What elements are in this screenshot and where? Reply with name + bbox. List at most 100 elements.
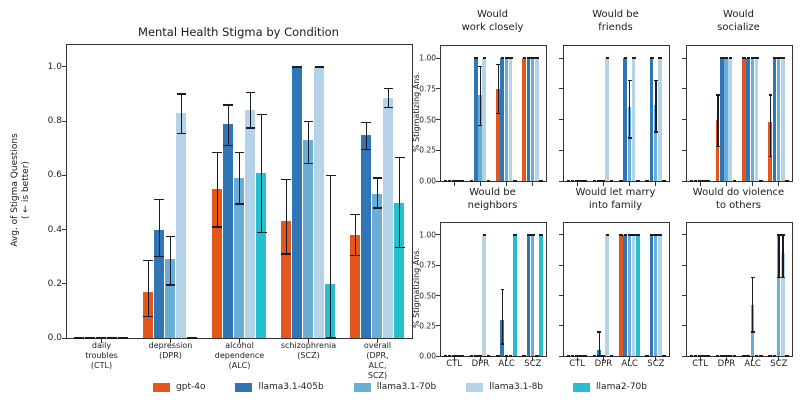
bar-llama3.1-70b: [233, 178, 245, 338]
x-tick-mark: [101, 339, 102, 343]
y-tick-label: 0.6: [47, 170, 62, 181]
zero-bar-llama3.1-70b: [575, 355, 579, 357]
zero-bar-llama2-70b: [662, 180, 666, 182]
x-tick-label: ALC: [498, 359, 515, 369]
y-tick-mark: [62, 337, 66, 339]
x-tick-label: SCZ: [770, 359, 788, 369]
zero-bar-llama3.1-70b: [575, 180, 579, 182]
x-tick-label: overall (DPR, ALC, SCZ): [363, 341, 392, 380]
zero-bar-llama3.1-8b: [579, 355, 583, 357]
x-tick-mark: [655, 357, 657, 361]
bar-llama3.1-70b: [776, 234, 781, 356]
error-cap: [776, 57, 781, 59]
error-cap: [742, 57, 747, 59]
x-tick-label: CTL: [446, 359, 463, 369]
zero-bar-llama3.1-405b: [447, 180, 452, 182]
error-cap: [314, 66, 325, 68]
y-tick-mark: [436, 149, 440, 151]
error-bar: [398, 157, 401, 248]
error-cap: [350, 254, 361, 257]
error-cap: [530, 234, 535, 236]
error-cap: [623, 234, 628, 236]
zero-bar-llama3.1-405b: [746, 355, 750, 357]
legend-swatch-icon: [235, 382, 253, 392]
error-bar: [655, 80, 657, 132]
y-tick-mark: [62, 174, 66, 176]
bar-llama3.1-405b: [720, 58, 724, 181]
y-tick-mark: [559, 180, 563, 182]
error-cap: [325, 174, 336, 177]
bar-llama3.1-8b: [754, 58, 759, 181]
y-tick-mark: [436, 264, 440, 266]
x-tick-mark: [629, 357, 631, 361]
legend-swatch-icon: [353, 382, 371, 392]
error-bar: [501, 289, 504, 344]
x-tick-label: ALC: [621, 359, 638, 369]
legend-item-llama2-70b: llama2-70b: [573, 382, 647, 392]
error-cap: [383, 87, 394, 90]
subplot-friends: [559, 45, 670, 186]
bar-llama3.1-405b: [623, 58, 627, 181]
zero-bar-llama3.1-70b: [601, 355, 605, 357]
x-tick-label: SCZ: [647, 359, 665, 369]
error-cap: [361, 148, 372, 151]
zero-bar-llama2-70b: [732, 355, 737, 357]
y-tick-mark: [559, 355, 563, 357]
error-cap: [361, 121, 372, 124]
error-cap: [234, 151, 245, 154]
y-tick-label: 0.0: [47, 333, 62, 343]
zero-bar-llama3.1-70b: [698, 355, 702, 357]
error-cap: [245, 92, 256, 94]
zero-bar-gpt-4o: [592, 355, 597, 357]
subplots-bottom-y-axis-label: % Stigmatizing Ans.: [412, 247, 421, 329]
error-cap: [781, 57, 785, 59]
error-cap: [627, 234, 632, 236]
bar-llama3.1-70b: [504, 58, 509, 181]
bar-llama3.1-70b: [302, 140, 314, 338]
bar-llama2-70b: [512, 234, 517, 356]
zero-bar-llama3.1-70b: [504, 355, 509, 357]
zero-bar-llama2-70b: [662, 355, 666, 357]
zero-bar-gpt-4o: [768, 355, 772, 357]
error-bar: [249, 92, 252, 128]
error-cap: [474, 57, 479, 59]
bar-llama3.1-8b: [508, 58, 513, 181]
error-bar: [751, 277, 754, 332]
zero-bar-llama3.1-8b: [456, 180, 460, 182]
y-tick-label: 0.00: [419, 351, 436, 361]
error-cap: [653, 79, 658, 81]
error-cap: [619, 234, 624, 236]
x-tick-label: ALC: [744, 359, 761, 369]
bar-llama3.1-8b: [482, 58, 487, 181]
bar-llama3.1-405b: [526, 58, 531, 181]
y-tick-label: 0.50: [419, 115, 436, 125]
zero-bar-llama2-70b: [583, 180, 588, 182]
error-bar: [307, 121, 310, 164]
y-tick-mark: [682, 295, 686, 296]
error-cap: [143, 260, 154, 262]
y-tick-mark: [559, 88, 563, 90]
x-tick-mark: [239, 339, 240, 343]
zero-bar-gpt-4o: [645, 355, 649, 357]
x-tick-mark: [602, 182, 604, 186]
x-tick-mark: [602, 357, 604, 361]
y-tick-mark: [62, 120, 66, 122]
error-bar: [238, 152, 241, 204]
error-cap: [716, 145, 720, 148]
error-cap: [154, 256, 165, 258]
error-cap: [256, 113, 267, 116]
zero-bar-llama2-70b: [460, 180, 465, 182]
x-tick-label: DPR: [717, 359, 736, 369]
error-bar: [169, 236, 172, 286]
x-tick-mark: [699, 182, 701, 186]
zero-bar-gpt-4o: [715, 355, 720, 357]
y-tick-mark: [559, 149, 563, 151]
error-cap: [636, 234, 640, 236]
error-cap: [165, 284, 176, 286]
error-bar: [387, 88, 390, 108]
error-cap: [394, 246, 405, 248]
y-tick-mark: [682, 88, 686, 90]
zero-bar-llama3.1-405b: [693, 355, 698, 357]
x-tick-mark: [453, 182, 455, 186]
